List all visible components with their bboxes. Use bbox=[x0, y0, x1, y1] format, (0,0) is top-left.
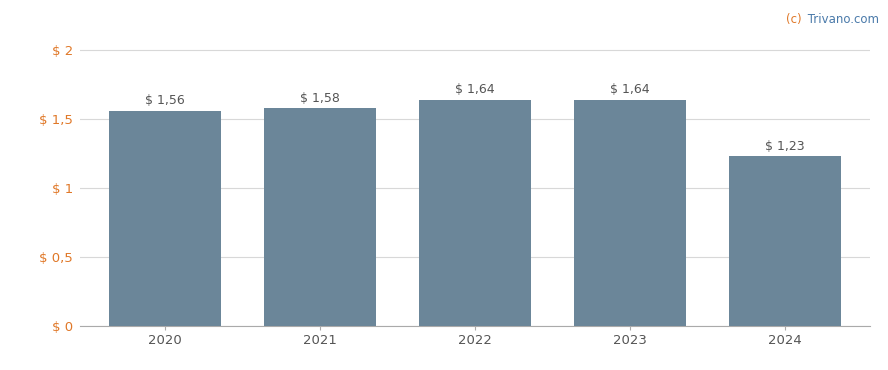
Bar bbox=[109, 111, 221, 326]
Text: Trivano.com: Trivano.com bbox=[804, 13, 879, 26]
Bar bbox=[265, 108, 376, 326]
Text: $ 1,64: $ 1,64 bbox=[456, 83, 495, 96]
Bar bbox=[729, 156, 841, 326]
Text: $ 1,23: $ 1,23 bbox=[765, 140, 805, 153]
Bar bbox=[419, 100, 531, 326]
Text: $ 1,56: $ 1,56 bbox=[146, 94, 185, 107]
Text: $ 1,58: $ 1,58 bbox=[300, 92, 340, 105]
Text: $ 1,64: $ 1,64 bbox=[610, 83, 650, 96]
Text: (c): (c) bbox=[786, 13, 802, 26]
Bar bbox=[575, 100, 686, 326]
